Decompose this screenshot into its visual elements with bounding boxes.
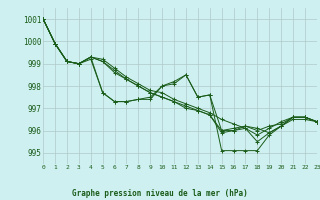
Text: Graphe pression niveau de la mer (hPa): Graphe pression niveau de la mer (hPa) <box>72 189 248 198</box>
